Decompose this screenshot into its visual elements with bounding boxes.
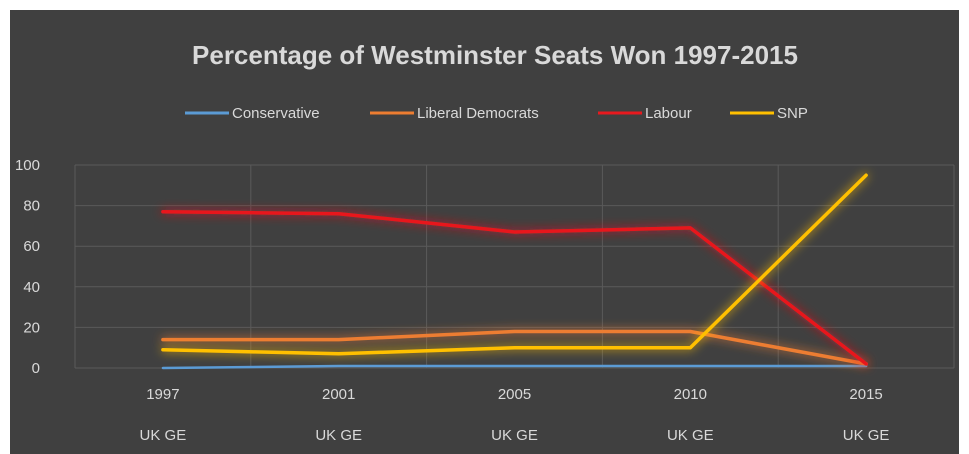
y-tick-label: 80 — [23, 198, 40, 215]
legend-label: Liberal Democrats — [417, 105, 539, 122]
series-line-labour — [161, 209, 868, 366]
series-line-snp — [161, 173, 868, 356]
y-tick-label: 100 — [15, 157, 40, 174]
line-chart: Percentage of Westminster Seats Won 1997… — [15, 40, 955, 444]
chart-panel: Percentage of Westminster Seats Won 1997… — [10, 10, 959, 454]
x-tick-label: 2001 — [322, 386, 355, 403]
x-tick-sublabel: UK GE — [140, 427, 187, 444]
legend-label: SNP — [777, 105, 808, 122]
legend-label: Conservative — [232, 105, 320, 122]
legend: Conservative Liberal Democrats Labour SNP — [185, 105, 808, 122]
x-tick-sublabel: UK GE — [667, 427, 714, 444]
x-tick-label: 2005 — [498, 386, 531, 403]
x-tick-sublabel: UK GE — [491, 427, 538, 444]
series-line-liberal-democrats — [161, 329, 868, 366]
x-tick-label: 1997 — [146, 386, 179, 403]
x-tick-sublabel: UK GE — [315, 427, 362, 444]
chart-title: Percentage of Westminster Seats Won 1997… — [192, 40, 798, 70]
x-tick-label: 2010 — [674, 386, 707, 403]
x-axis: 1997 UK GE 2001 UK GE 2005 UK GE 2010 UK GE 2015… — [140, 386, 890, 444]
y-tick-label: 40 — [23, 279, 40, 296]
series-lines — [161, 173, 868, 370]
x-tick-sublabel: UK GE — [843, 427, 890, 444]
legend-label: Labour — [645, 105, 692, 122]
gridlines — [74, 164, 955, 369]
y-tick-label: 20 — [23, 319, 40, 336]
y-tick-label: 60 — [23, 238, 40, 255]
series-line-conservative — [161, 364, 868, 370]
x-tick-label: 2015 — [849, 386, 882, 403]
y-axis: 0 20 40 60 80 100 — [15, 157, 40, 377]
y-tick-label: 0 — [32, 360, 40, 377]
